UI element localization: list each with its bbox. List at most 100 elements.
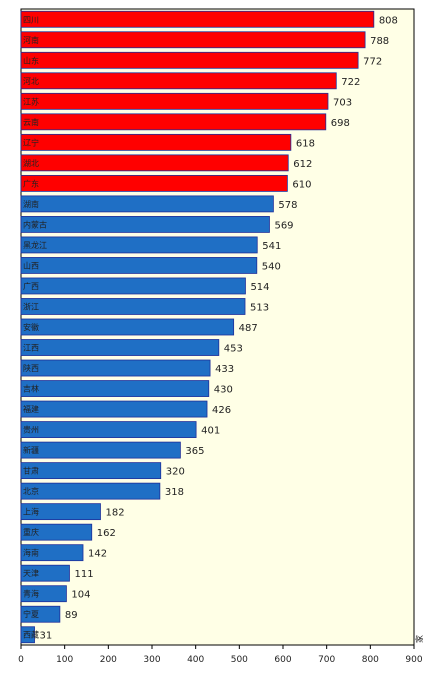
bar: [20, 195, 274, 213]
category-label: 湖北: [23, 159, 39, 168]
value-label: 703: [333, 97, 352, 108]
bar: [20, 216, 270, 233]
bar: [20, 482, 161, 500]
value-label: 578: [278, 200, 297, 211]
bar: [20, 113, 327, 131]
category-label: 云南: [23, 117, 39, 127]
bar: [20, 544, 84, 562]
bar: [20, 10, 375, 28]
bar: [20, 503, 101, 521]
value-label: 788: [370, 36, 389, 47]
bar: [20, 523, 93, 541]
value-label: 433: [215, 364, 234, 375]
value-label: 540: [262, 261, 281, 272]
value-label: 610: [292, 179, 311, 190]
category-label: 四川: [23, 15, 39, 24]
bar: [20, 585, 67, 603]
category-label: 山东: [23, 55, 39, 65]
category-label: 福建: [23, 404, 39, 414]
category-label: 宁夏: [23, 609, 39, 619]
x-tick-label: 400: [187, 655, 204, 665]
bar: [20, 626, 35, 644]
value-label: 401: [201, 426, 220, 437]
category-label: 安徽: [23, 322, 39, 332]
category-label: 西藏: [23, 630, 39, 640]
x-tick-label: 600: [274, 655, 291, 665]
bar: [20, 318, 235, 336]
value-label: 31: [40, 631, 53, 642]
category-label: 河南: [23, 35, 39, 45]
x-tick-label: 800: [362, 655, 379, 665]
bar: [20, 298, 246, 315]
category-label: 重庆: [23, 527, 39, 537]
value-label: 182: [105, 508, 124, 519]
category-label: 青海: [23, 589, 39, 599]
category-label: 海南: [23, 548, 39, 558]
bar: [20, 605, 61, 623]
bar: [20, 564, 70, 582]
category-label: 湖南: [23, 199, 39, 209]
category-label: 黑龙江: [23, 240, 47, 250]
category-label: 内蒙古: [23, 219, 47, 229]
bar: [20, 441, 181, 459]
category-label: 上海: [23, 507, 39, 517]
x-tick-label: 900: [405, 655, 422, 665]
category-label: 辽宁: [23, 137, 39, 147]
category-label: 山西: [23, 260, 39, 270]
value-label: 111: [74, 569, 93, 580]
value-label: 612: [293, 159, 312, 170]
value-label: 430: [214, 385, 233, 396]
value-label: 618: [296, 138, 315, 149]
value-label: 722: [341, 77, 360, 88]
category-label: 新疆: [23, 445, 39, 455]
x-tick-label: 300: [143, 655, 160, 665]
value-label: 772: [363, 56, 382, 67]
value-label: 569: [274, 220, 293, 231]
category-label: 北京: [23, 486, 39, 496]
category-label: 陕西: [23, 363, 39, 373]
value-label: 698: [331, 118, 350, 129]
value-label: 426: [212, 405, 231, 416]
bar: [20, 257, 258, 274]
x-tick-label: 0: [18, 655, 24, 665]
value-label: 808: [379, 15, 398, 26]
bar: [20, 72, 337, 90]
value-label: 487: [239, 323, 258, 334]
x-tick-label: 500: [231, 655, 248, 665]
category-label: 河北: [23, 76, 39, 86]
bar: [20, 400, 208, 418]
bar: [20, 339, 220, 356]
category-label: 甘肃: [23, 466, 39, 476]
value-label: 320: [166, 467, 185, 478]
bar: [20, 359, 211, 377]
category-label: 江苏: [23, 96, 39, 106]
value-label: 453: [224, 344, 243, 355]
bar: [20, 133, 292, 151]
bar: [20, 154, 289, 172]
category-label: 江西: [23, 344, 39, 353]
category-label: 贵州: [23, 425, 39, 435]
value-label: 513: [250, 302, 269, 313]
value-label: 162: [97, 528, 116, 539]
value-label: 89: [65, 610, 78, 621]
bar: [20, 174, 288, 192]
category-label: 广东: [23, 178, 39, 188]
value-label: 104: [71, 590, 90, 601]
x-tick-label: 200: [100, 655, 117, 665]
bar: [20, 421, 197, 438]
bar: [20, 462, 162, 480]
bar: [20, 31, 366, 49]
bar: [20, 380, 210, 397]
category-label: 天津: [23, 568, 39, 578]
x-tick-label: 700: [318, 655, 335, 665]
category-label: 广西: [23, 281, 39, 291]
bar: [20, 277, 246, 295]
category-label: 吉林: [23, 384, 39, 394]
bar: [20, 51, 359, 69]
value-label: 541: [262, 241, 281, 252]
value-label: 365: [185, 446, 204, 457]
x-unit-label: 家: [414, 635, 424, 643]
x-tick-label: 100: [56, 655, 73, 665]
